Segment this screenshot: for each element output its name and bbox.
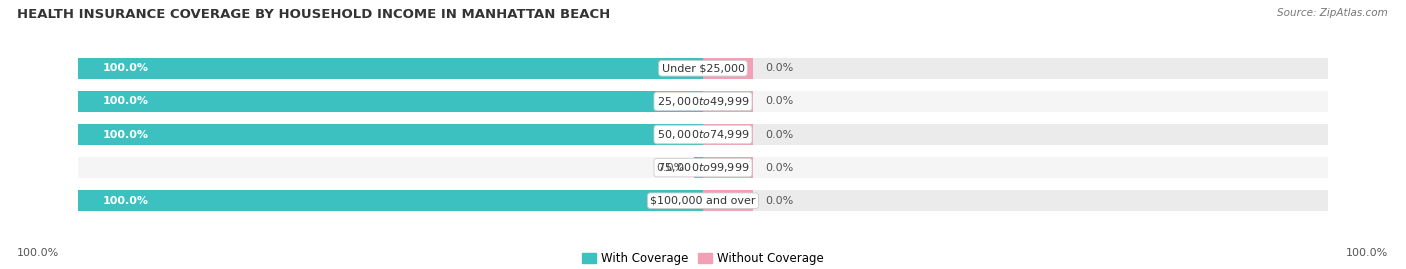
- Text: 100.0%: 100.0%: [103, 196, 149, 206]
- Text: 0.0%: 0.0%: [765, 129, 794, 140]
- Text: 0.0%: 0.0%: [765, 96, 794, 107]
- Bar: [79, 91, 703, 112]
- Bar: [703, 58, 1327, 79]
- Text: 0.0%: 0.0%: [765, 162, 794, 173]
- Text: Under $25,000: Under $25,000: [661, 63, 745, 73]
- Bar: [703, 124, 754, 145]
- Text: 0.0%: 0.0%: [657, 162, 685, 173]
- Text: $100,000 and over: $100,000 and over: [650, 196, 756, 206]
- Bar: [79, 190, 703, 211]
- Bar: [703, 157, 754, 178]
- Bar: [693, 157, 703, 178]
- Bar: [79, 91, 703, 112]
- Text: $50,000 to $74,999: $50,000 to $74,999: [657, 128, 749, 141]
- Text: 100.0%: 100.0%: [103, 96, 149, 107]
- Text: 100.0%: 100.0%: [103, 129, 149, 140]
- Bar: [703, 91, 754, 112]
- Bar: [79, 58, 703, 79]
- Bar: [79, 124, 703, 145]
- Bar: [79, 190, 703, 211]
- Text: 0.0%: 0.0%: [765, 63, 794, 73]
- Bar: [79, 157, 703, 178]
- Bar: [79, 58, 703, 79]
- Text: 0.0%: 0.0%: [765, 196, 794, 206]
- Text: $25,000 to $49,999: $25,000 to $49,999: [657, 95, 749, 108]
- Text: HEALTH INSURANCE COVERAGE BY HOUSEHOLD INCOME IN MANHATTAN BEACH: HEALTH INSURANCE COVERAGE BY HOUSEHOLD I…: [17, 8, 610, 21]
- Bar: [79, 124, 703, 145]
- Text: Source: ZipAtlas.com: Source: ZipAtlas.com: [1277, 8, 1388, 18]
- Text: 100.0%: 100.0%: [17, 248, 59, 258]
- Text: $75,000 to $99,999: $75,000 to $99,999: [657, 161, 749, 174]
- Bar: [703, 190, 754, 211]
- Bar: [703, 157, 1327, 178]
- Bar: [703, 190, 1327, 211]
- Text: 100.0%: 100.0%: [103, 63, 149, 73]
- Bar: [703, 58, 754, 79]
- Text: 100.0%: 100.0%: [1346, 248, 1388, 258]
- Bar: [703, 124, 1327, 145]
- Bar: [703, 91, 1327, 112]
- Legend: With Coverage, Without Coverage: With Coverage, Without Coverage: [578, 247, 828, 269]
